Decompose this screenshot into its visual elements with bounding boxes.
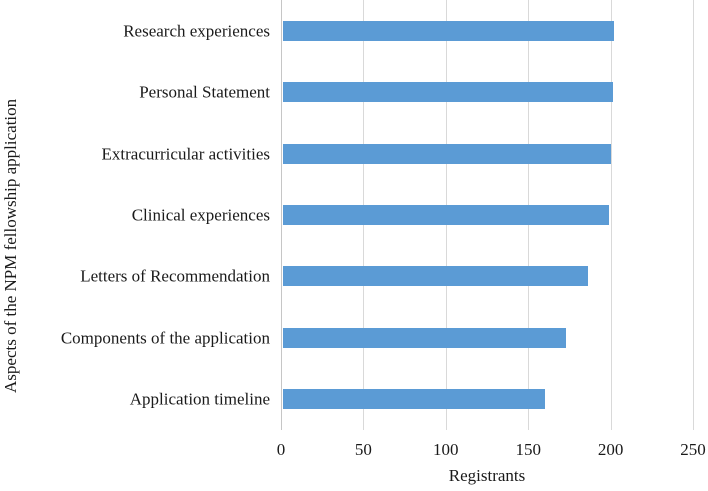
category-label: Research experiences [123, 21, 270, 41]
category-label: Letters of Recommendation [80, 266, 270, 286]
x-tick-label: 150 [515, 440, 541, 459]
x-tick-label: 50 [354, 440, 372, 459]
y-axis-title: Aspects of the NPM fellowship applicatio… [1, 98, 20, 393]
bar [283, 327, 567, 348]
category-label: Personal Statement [139, 82, 270, 102]
plot-area [281, 0, 694, 430]
x-tick-label: 200 [597, 440, 624, 459]
category-label: Application timeline [129, 389, 270, 409]
bar [283, 266, 588, 287]
bar [283, 205, 610, 225]
bar [283, 82, 613, 103]
category-label: Extracurricular activities [101, 144, 271, 164]
bar [283, 389, 546, 410]
x-tick-label: 250 [680, 440, 706, 459]
gridline [693, 0, 694, 430]
category-label: Clinical experiences [131, 205, 270, 225]
x-axis-title: Registrants [448, 466, 526, 485]
bar [283, 143, 611, 164]
category-label: Components of the application [60, 328, 270, 348]
x-tick-label: 0 [276, 440, 286, 459]
bar [283, 20, 615, 41]
gridline [610, 0, 612, 430]
x-tick-label: 100 [433, 440, 459, 459]
